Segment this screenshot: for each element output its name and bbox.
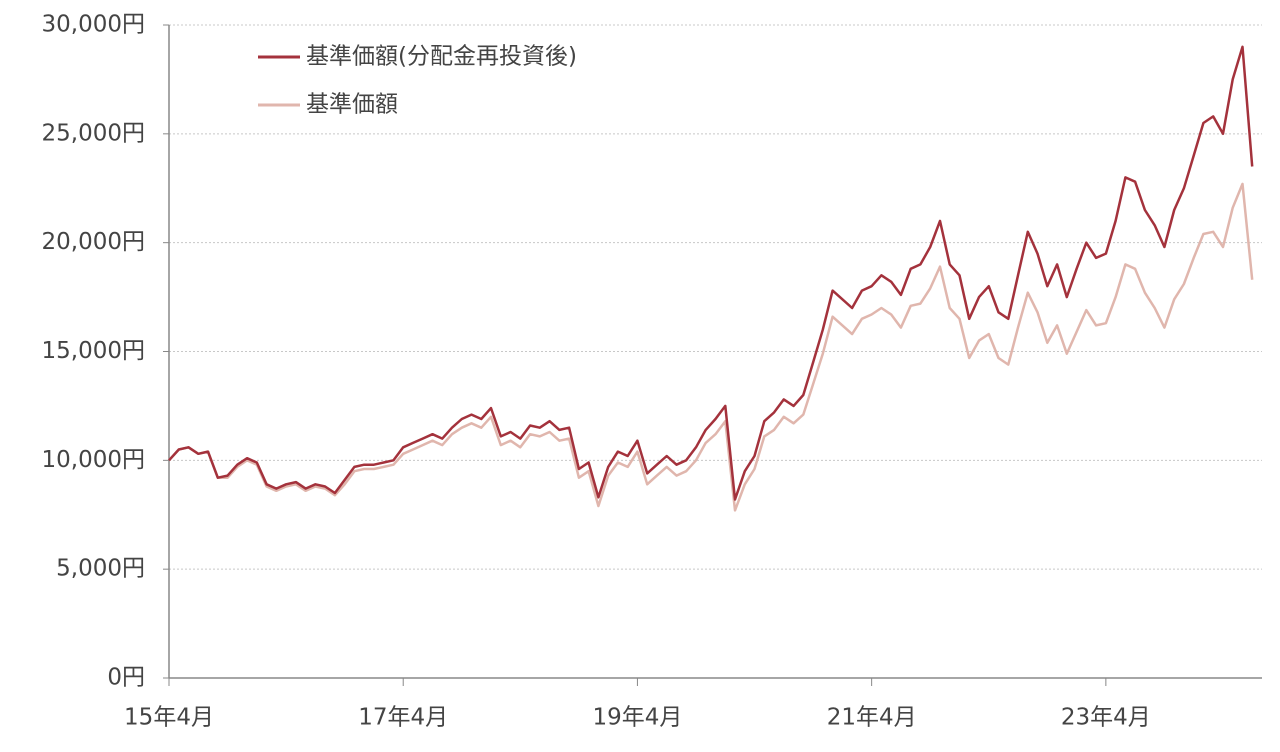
legend-label: 基準価額 <box>306 92 398 118</box>
y-tick-label: 30,000円 <box>42 12 145 38</box>
y-tick-label: 10,000円 <box>42 447 145 473</box>
legend-label: 基準価額(分配金再投資後) <box>306 44 577 70</box>
y-tick-label: 25,000円 <box>42 120 145 146</box>
x-tick-label: 19年4月 <box>592 705 682 731</box>
line-series <box>168 182 1254 512</box>
line-series <box>168 45 1254 501</box>
x-tick-label: 21年4月 <box>827 705 917 731</box>
x-tick-label: 15年4月 <box>124 705 214 731</box>
x-tick-label: 23年4月 <box>1061 705 1151 731</box>
x-tick-label: 17年4月 <box>358 705 448 731</box>
y-tick-label: 20,000円 <box>42 229 145 255</box>
y-tick-label: 0円 <box>107 665 145 691</box>
y-tick-label: 15,000円 <box>42 338 145 364</box>
y-tick-label: 5,000円 <box>56 556 145 582</box>
